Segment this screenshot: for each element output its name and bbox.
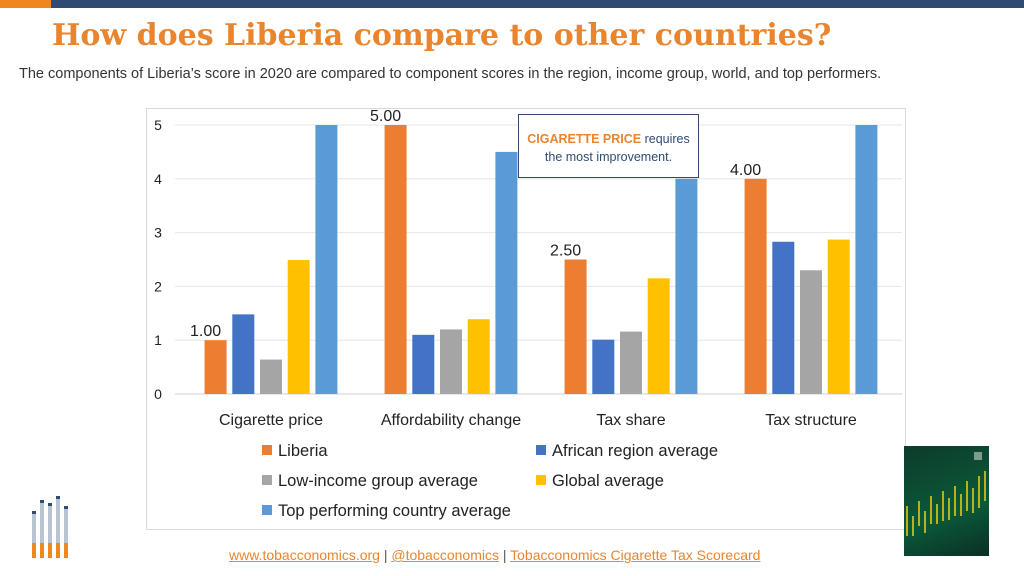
legend-swatch xyxy=(262,474,272,485)
bar-global-average xyxy=(647,278,670,394)
bar-top-performing-country-average xyxy=(855,125,878,394)
legend-item-low-income: Low-income group average xyxy=(262,472,478,491)
legend-swatch xyxy=(262,504,272,515)
data-label: 2.50 xyxy=(550,243,581,260)
x-category-label: Tax structure xyxy=(765,412,857,429)
callout-text-1: requires xyxy=(641,132,690,146)
bar-low-income-group-average xyxy=(800,270,822,394)
y-tick-label: 2 xyxy=(154,278,162,294)
twitter-link[interactable]: @tobacconomics xyxy=(391,547,499,563)
x-category-label: Cigarette price xyxy=(219,412,323,429)
top-bar-accent xyxy=(0,0,51,8)
legend-label: Global average xyxy=(552,472,664,490)
bar-african-region-average xyxy=(772,241,795,394)
bar-liberia xyxy=(744,178,767,394)
data-label: 4.00 xyxy=(730,162,761,179)
callout-highlight: CIGARETTE PRICE xyxy=(527,132,642,146)
bar-low-income-group-average xyxy=(440,329,462,394)
bar-top-performing-country-average xyxy=(315,125,338,394)
x-category-label: Affordability change xyxy=(381,412,521,429)
callout-text-2: the most improvement. xyxy=(544,150,673,164)
bar-top-performing-country-average xyxy=(495,151,518,394)
legend-label: Low-income group average xyxy=(278,472,478,490)
y-tick-label: 5 xyxy=(154,117,162,133)
legend-swatch xyxy=(262,444,272,455)
bar-african-region-average xyxy=(592,339,615,394)
legend-label: Liberia xyxy=(278,442,328,460)
legend-item-global: Global average xyxy=(536,472,664,491)
y-tick-label: 4 xyxy=(154,171,162,187)
data-label: 1.00 xyxy=(190,323,221,340)
legend-item-african: African region average xyxy=(536,442,718,461)
page-subtitle: The components of Liberia’s score in 202… xyxy=(19,66,882,82)
bar-low-income-group-average xyxy=(620,331,642,394)
y-tick-label: 3 xyxy=(154,225,162,241)
page-title: How does Liberia compare to other countr… xyxy=(52,18,832,53)
footer: www.tobacconomics.org | @tobacconomics |… xyxy=(229,547,760,563)
bar-top-performing-country-average xyxy=(675,178,698,394)
data-label: 5.00 xyxy=(370,108,401,125)
legend-swatch xyxy=(536,444,546,455)
legend-label: Top performing country average xyxy=(278,502,511,520)
legend-item-top: Top performing country average xyxy=(262,502,511,521)
separator: | xyxy=(498,547,511,563)
bar-global-average xyxy=(287,260,310,394)
cover-bars-icon xyxy=(906,452,986,536)
y-tick-label: 0 xyxy=(154,386,162,402)
bar-liberia xyxy=(564,259,587,394)
bar-liberia xyxy=(204,340,227,394)
bar-global-average xyxy=(827,239,850,394)
y-tick-label: 1 xyxy=(154,332,162,348)
scorecard-cover-image xyxy=(904,446,989,556)
chart-frame xyxy=(146,108,906,530)
x-category-label: Tax share xyxy=(596,412,665,429)
legend-swatch xyxy=(536,474,546,485)
bar-low-income-group-average xyxy=(260,359,282,394)
scorecard-link[interactable]: Tobacconomics Cigarette Tax Scorecard xyxy=(510,547,761,563)
website-link[interactable]: www.tobacconomics.org xyxy=(229,547,380,563)
top-bar xyxy=(0,0,1024,8)
callout-box: CIGARETTE PRICE requires the most improv… xyxy=(518,114,699,178)
legend-label: African region average xyxy=(552,442,719,460)
tobacconomics-logo-icon xyxy=(32,496,68,558)
bar-global-average xyxy=(467,319,490,394)
legend-item-liberia: Liberia xyxy=(262,442,328,461)
bar-african-region-average xyxy=(232,314,255,394)
separator: | xyxy=(379,547,392,563)
bar-african-region-average xyxy=(412,334,435,394)
bar-liberia xyxy=(384,125,407,394)
